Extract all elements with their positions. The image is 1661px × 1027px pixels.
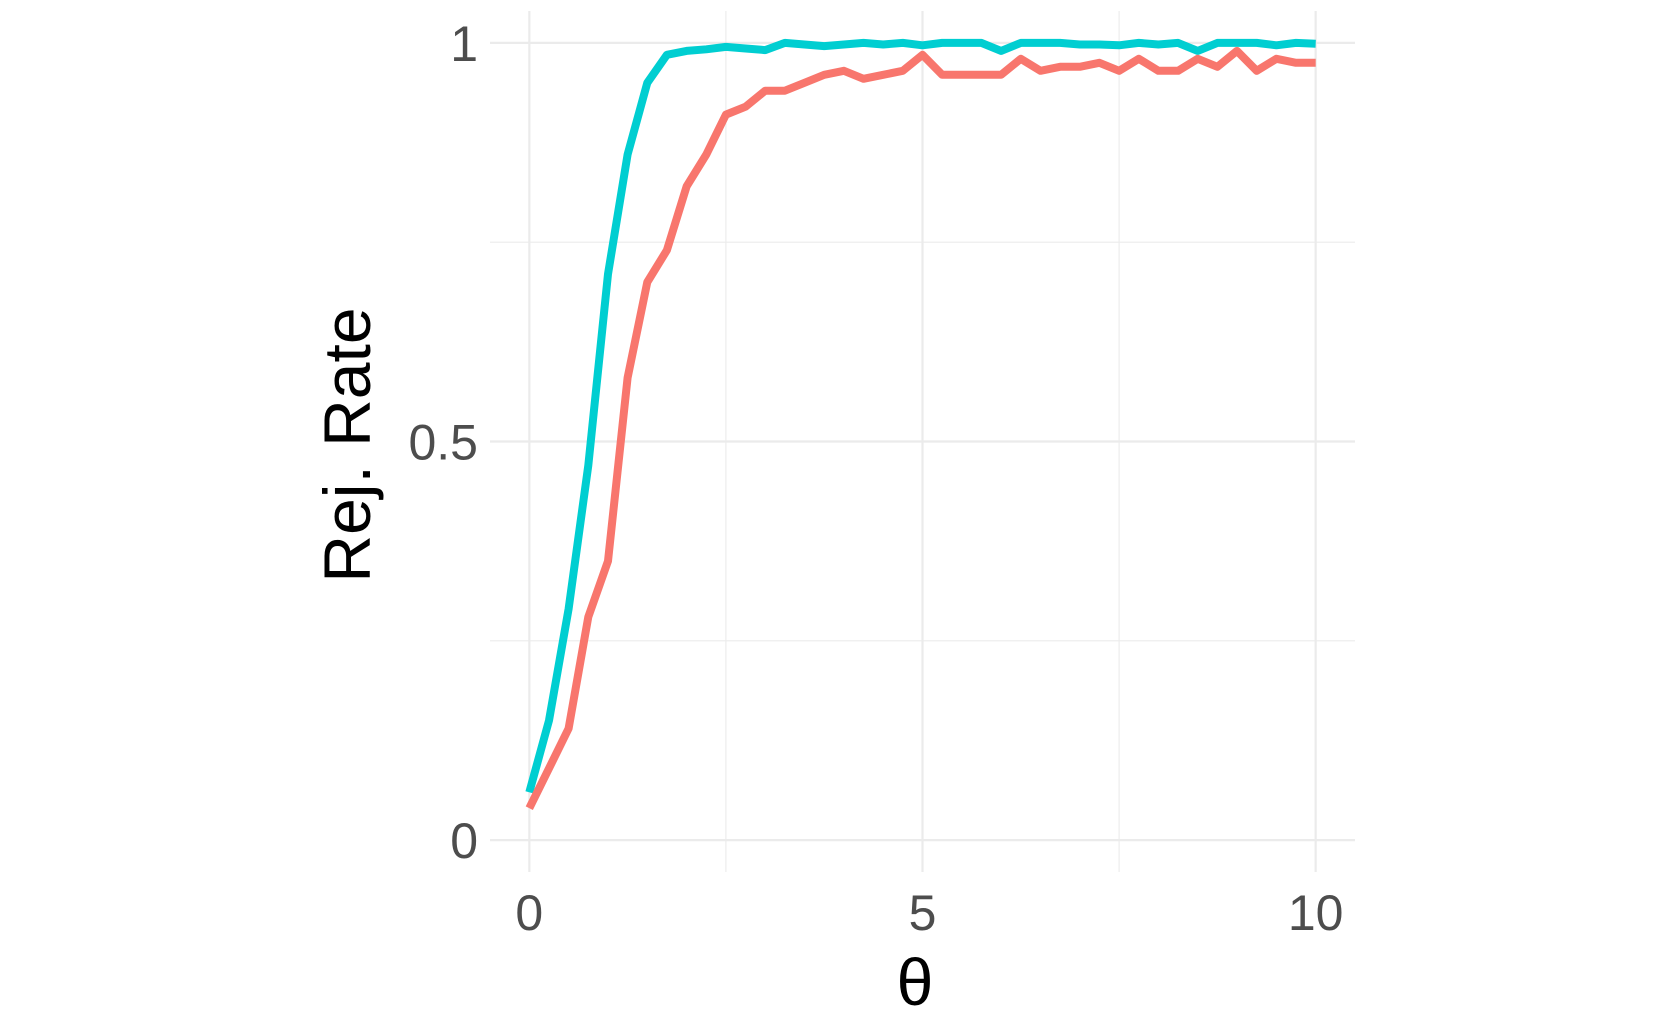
y-axis-tick-labels: 00.51 <box>408 16 478 869</box>
y-tick-label: 0.5 <box>408 415 478 471</box>
x-tick-label: 0 <box>515 885 543 941</box>
series-line-1 <box>525 38 1316 794</box>
series-line-2 <box>525 46 1316 810</box>
series-lines <box>525 38 1316 810</box>
x-axis-title: θ <box>897 945 934 1019</box>
y-tick-label: 1 <box>450 16 478 72</box>
x-tick-label: 5 <box>909 885 937 941</box>
y-axis-title: Rej. Rate <box>310 307 384 582</box>
x-axis-tick-labels: 0 5 10 <box>515 885 1343 941</box>
x-tick-label: 10 <box>1288 885 1344 941</box>
y-tick-label: 0 <box>450 813 478 869</box>
